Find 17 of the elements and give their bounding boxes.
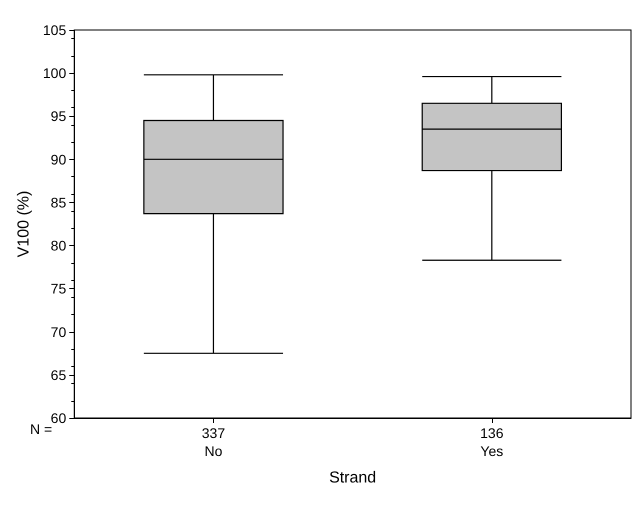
x-tick-label: Yes	[480, 443, 504, 459]
y-tick-label: 65	[50, 366, 66, 383]
text: 136	[480, 425, 504, 441]
y-tick-label: 70	[50, 324, 66, 340]
y-tick-label: 60	[50, 410, 66, 426]
y-tick-label: 85	[50, 194, 66, 210]
y-tick-label: 100	[42, 65, 66, 82]
text: N =	[30, 421, 52, 437]
y-tick-label: 105	[42, 22, 66, 38]
y-tick-label: 95	[50, 108, 66, 124]
y-tick-label: 90	[50, 151, 66, 168]
y-axis-title: V100 (%)	[16, 190, 32, 258]
x-tick-label: No	[204, 443, 223, 459]
text: 337	[202, 425, 226, 441]
y-tick-label: 75	[50, 280, 66, 297]
x-axis-title: Strand	[329, 470, 376, 486]
y-tick-label: 80	[50, 238, 66, 254]
